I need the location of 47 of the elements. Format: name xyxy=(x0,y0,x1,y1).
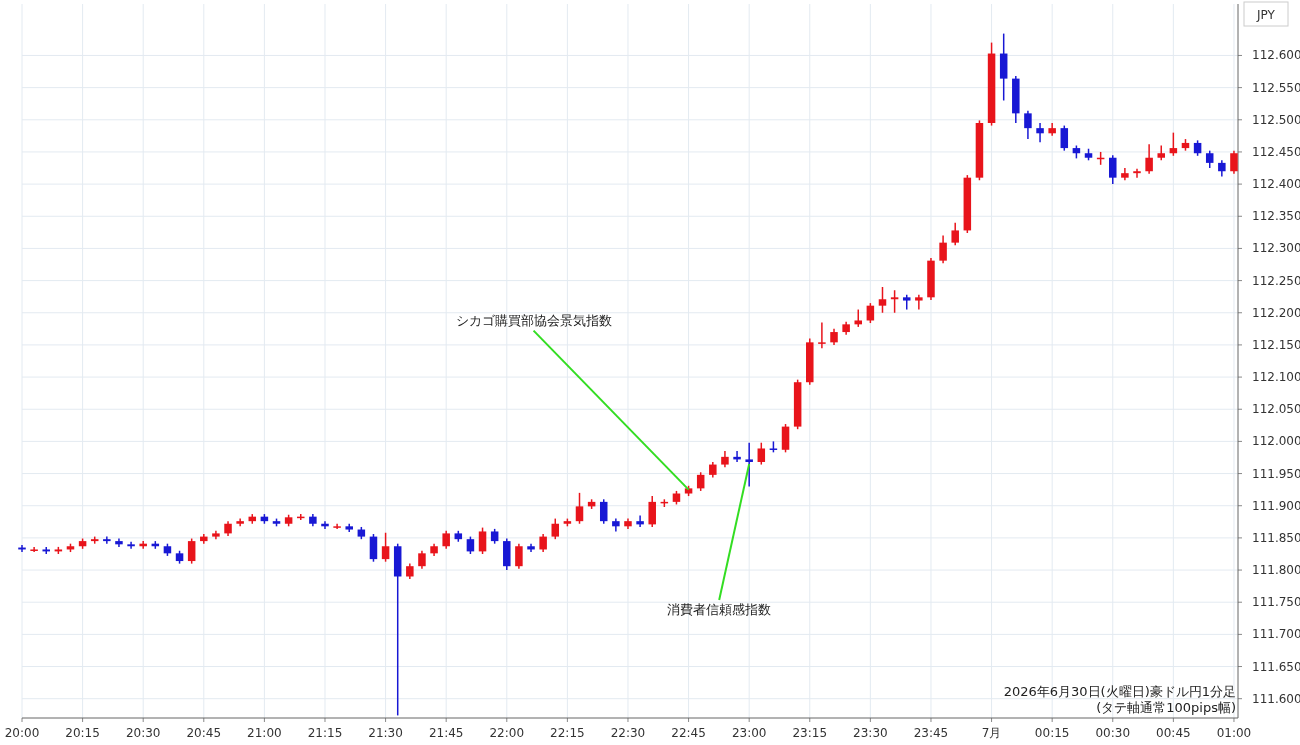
ytick: 111.600 xyxy=(1252,691,1300,706)
xtick: 21:30 xyxy=(368,726,403,740)
xtick: 00:15 xyxy=(1034,726,1070,740)
ytick: 112.250 xyxy=(1252,273,1300,288)
ytick: 112.550 xyxy=(1252,80,1300,95)
ytick: 112.000 xyxy=(1252,434,1300,449)
xtick: 23:00 xyxy=(731,726,767,740)
annotation: (タテ軸通常100pips幅) xyxy=(1096,700,1236,715)
xtick: 20:30 xyxy=(125,726,161,740)
ytick: 111.900 xyxy=(1252,498,1300,513)
ytick: 111.750 xyxy=(1252,595,1300,610)
ytick: 111.800 xyxy=(1252,563,1300,578)
xtick: 20:00 xyxy=(4,726,40,740)
ytick: 111.850 xyxy=(1252,530,1300,545)
xtick: 22:15 xyxy=(550,726,585,740)
annotation: 2026年6月30日(火曜日)豪ドル円1分足 xyxy=(1003,684,1236,699)
xtick: 23:15 xyxy=(792,726,828,740)
ylabel: JPY xyxy=(1257,8,1275,22)
xtick: 7月 xyxy=(981,726,1002,740)
ytick: 112.200 xyxy=(1252,305,1300,320)
xtick: 00:45 xyxy=(1156,726,1191,740)
xtick: 23:45 xyxy=(913,726,949,740)
annotation: 消費者信頼感指数 xyxy=(667,601,772,617)
ytick: 112.450 xyxy=(1252,144,1300,159)
xtick: 22:45 xyxy=(671,726,706,740)
ytick: 111.700 xyxy=(1252,627,1300,642)
ytick: 111.950 xyxy=(1252,466,1300,481)
ytick: 112.100 xyxy=(1252,370,1300,385)
ytick: 112.150 xyxy=(1252,337,1300,352)
ytick: 112.050 xyxy=(1252,402,1300,417)
xtick: 23:30 xyxy=(853,726,888,740)
xtick: 21:45 xyxy=(428,726,464,740)
xtick: 21:15 xyxy=(307,726,343,740)
ytick: 112.600 xyxy=(1252,48,1300,63)
xtick: 00:30 xyxy=(1095,726,1131,740)
xtick: 20:15 xyxy=(65,726,100,740)
xtick: 22:30 xyxy=(610,726,646,740)
xtick: 01:00 xyxy=(1216,726,1252,740)
ytick: 112.500 xyxy=(1252,112,1300,127)
xtick: 20:45 xyxy=(186,726,222,740)
xtick: 21:00 xyxy=(247,726,282,740)
ytick: 112.300 xyxy=(1252,241,1300,256)
ytick: 112.400 xyxy=(1252,177,1300,192)
ytick: 111.650 xyxy=(1252,659,1300,674)
xtick: 22:00 xyxy=(489,726,525,740)
ytick: 112.350 xyxy=(1252,209,1300,224)
annotation: シカゴ購買部協会景気指数 xyxy=(455,312,612,328)
